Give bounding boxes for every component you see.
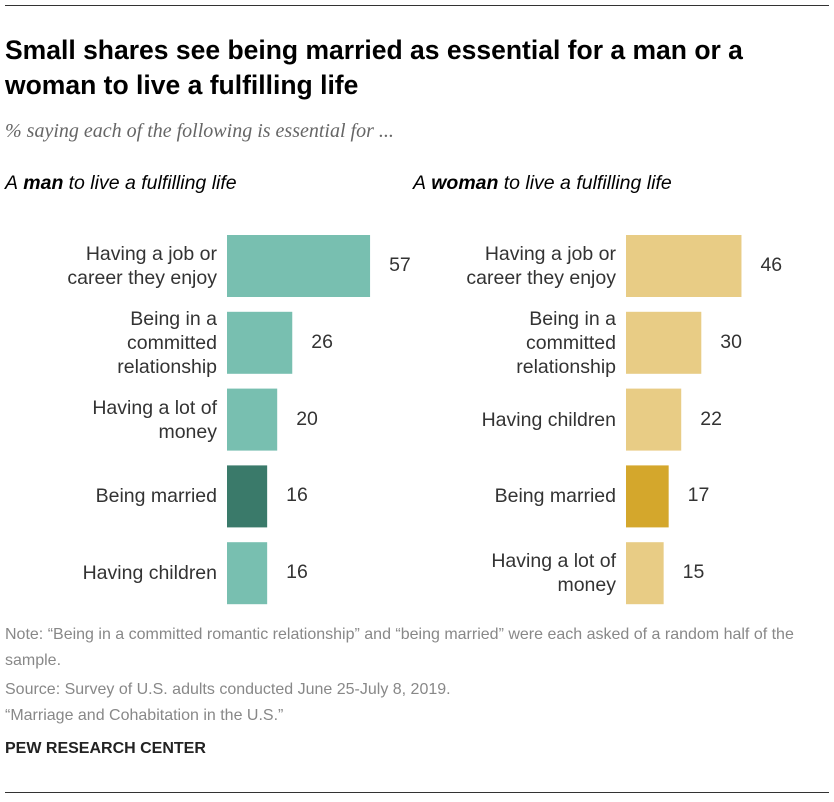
bar bbox=[626, 388, 682, 451]
value-label: 22 bbox=[700, 407, 722, 430]
bar bbox=[227, 465, 268, 528]
category-label: Being in a committed relationship bbox=[117, 307, 217, 378]
category-label: Having children bbox=[82, 562, 217, 585]
category-label: Having children bbox=[481, 408, 616, 431]
category-label: Having a job or career they enjoy bbox=[466, 243, 616, 289]
source: Source: Survey of U.S. adults conducted … bbox=[5, 681, 451, 698]
value-label: 26 bbox=[311, 330, 333, 353]
bar bbox=[626, 542, 664, 605]
bar bbox=[227, 311, 293, 374]
value-label: 20 bbox=[296, 407, 318, 430]
top-rule bbox=[5, 5, 829, 6]
panel-title-emphasis: man bbox=[23, 172, 64, 194]
category-label: Having a job or career they enjoy bbox=[67, 243, 217, 289]
bar bbox=[626, 465, 669, 528]
title: Small shares see being married as essent… bbox=[5, 35, 743, 100]
panel-title-part: A bbox=[413, 172, 427, 194]
bar bbox=[227, 542, 268, 605]
panel-title-part: A bbox=[5, 172, 19, 194]
value-label: 15 bbox=[682, 561, 705, 584]
value-label: 57 bbox=[389, 254, 411, 276]
note: Note: “Being in a committed romantic rel… bbox=[5, 626, 794, 669]
bar bbox=[227, 235, 371, 297]
panel-title-emphasis: woman bbox=[431, 172, 499, 194]
bar bbox=[626, 235, 742, 297]
subtitle: % saying each of the following is essent… bbox=[5, 120, 394, 142]
report: “Marriage and Cohabitation in the U.S.” bbox=[5, 707, 284, 724]
panel-title-part: to live a fulfilling life bbox=[503, 172, 672, 194]
category-label: Being in a committed relationship bbox=[516, 307, 616, 378]
brand: PEW RESEARCH CENTER bbox=[5, 740, 206, 757]
value-label: 16 bbox=[286, 561, 308, 584]
bar bbox=[227, 388, 278, 451]
value-label: 16 bbox=[286, 484, 308, 507]
value-label: 17 bbox=[687, 484, 710, 507]
bottom-rule bbox=[5, 792, 829, 793]
category-label: Having a lot of money bbox=[92, 396, 217, 443]
bar bbox=[626, 311, 702, 374]
value-label: 30 bbox=[720, 330, 742, 353]
panel-title-part: to live a fulfilling life bbox=[68, 172, 237, 194]
category-label: Being married bbox=[494, 485, 616, 508]
category-label: Having a lot of money bbox=[491, 550, 616, 597]
value-label: 46 bbox=[760, 254, 783, 276]
category-label: Being married bbox=[95, 485, 217, 508]
